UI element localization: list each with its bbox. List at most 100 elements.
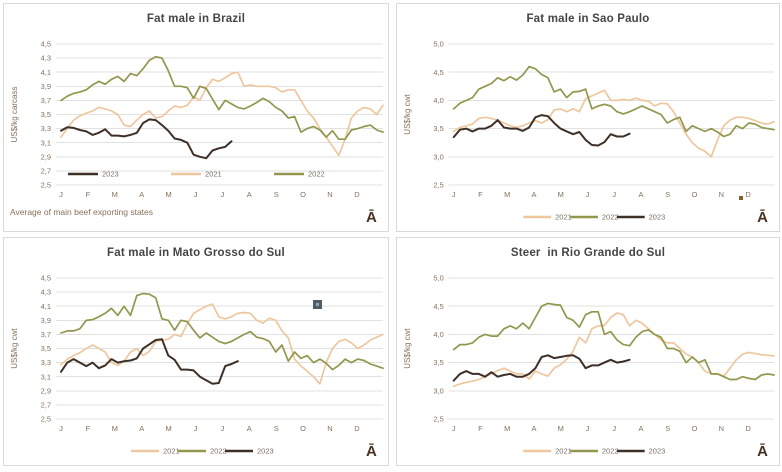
series-line-2021 — [60, 303, 384, 385]
y-tick-label: 3,3 — [41, 124, 51, 133]
series-line-2022 — [452, 65, 775, 138]
series-line-2022 — [60, 292, 384, 371]
y-tick-label: 3,5 — [433, 124, 443, 133]
x-tick-label: J — [221, 190, 225, 199]
legend-label-2021: 2021 — [555, 213, 572, 222]
x-tick-label: J — [452, 190, 456, 199]
y-tick-label: 3,5 — [41, 344, 51, 353]
x-tick-label: J — [221, 424, 225, 433]
series-line-2023 — [60, 338, 239, 385]
y-tick-label: 4,1 — [41, 302, 51, 311]
chart-panel-steer-rio-grande-do-sul: Steer in Rio Grande do Sul 2,5 3,0 3,5 4,0 4… — [396, 237, 780, 466]
x-tick-label: A — [531, 190, 536, 199]
series-line-2023 — [452, 114, 631, 147]
y-tick-label: 2,9 — [41, 386, 51, 395]
x-tick-label: J — [612, 424, 616, 433]
x-tick-label: O — [692, 424, 698, 433]
y-tick-label: 4,5 — [433, 302, 443, 311]
x-tick-label: S — [665, 424, 670, 433]
x-tick-label: O — [300, 424, 306, 433]
y-tick-label: 5,0 — [433, 40, 443, 49]
x-tick-label: M — [112, 190, 118, 199]
chart-title: Fat male in Brazil — [146, 13, 246, 25]
legend-label-2022: 2022 — [308, 170, 325, 179]
x-tick-label: J — [194, 190, 198, 199]
legend-label-2021: 2021 — [555, 447, 572, 456]
y-tick-label: 4,5 — [41, 40, 51, 49]
y-tick-label: 3,5 — [41, 110, 51, 119]
series-line-2022 — [60, 55, 384, 141]
legend-label-2021: 2021 — [163, 447, 180, 456]
y-tick-label: 2,7 — [41, 401, 51, 410]
y-axis-title: US$/kg cwt — [403, 328, 412, 369]
legend-label-2023: 2023 — [257, 447, 274, 456]
legend-label-2022: 2022 — [210, 447, 227, 456]
logo-glyph: Ā — [757, 443, 768, 460]
y-axis-title: US$/kg carcass — [10, 86, 19, 142]
y-tick-label: 4,1 — [41, 68, 51, 77]
legend-label-2023: 2023 — [649, 447, 666, 456]
x-tick-label: J — [586, 190, 590, 199]
x-tick-label: J — [59, 424, 63, 433]
y-tick-label: 3,1 — [41, 138, 51, 147]
logo-glyph: Ā — [757, 209, 768, 226]
x-tick-label: F — [478, 190, 483, 199]
y-tick-label: 2,5 — [41, 415, 51, 424]
x-tick-label: A — [247, 190, 252, 199]
x-tick-label: J — [59, 190, 63, 199]
series-line-2021 — [452, 89, 775, 158]
x-tick-label: A — [531, 424, 536, 433]
y-tick-label: 2,9 — [41, 152, 51, 161]
chart-title: Steer in Rio Grande do Sul — [510, 247, 666, 259]
legend-label-2022: 2022 — [602, 447, 619, 456]
line-chart-steer-rio-grande-do-sul: 2,5 3,0 3,5 4,0 4,5 5,0 US$/kg cwt J F M A M J J A S O N D… — [403, 274, 775, 460]
x-tick-label: M — [112, 424, 118, 433]
y-tick-label: 3,5 — [433, 358, 443, 367]
x-tick-label: S — [274, 424, 279, 433]
x-tick-label: A — [247, 424, 252, 433]
x-tick-label: A — [139, 424, 144, 433]
x-tick-label: O — [300, 190, 306, 199]
chart-title: Fat male in Mato Grosso do Sul — [107, 247, 285, 259]
x-tick-label: A — [639, 190, 644, 199]
x-tick-label: D — [354, 190, 360, 199]
x-tick-label: J — [452, 424, 456, 433]
x-tick-label: J — [586, 424, 590, 433]
y-tick-label: 3,0 — [433, 386, 443, 395]
x-tick-label: D — [745, 190, 751, 199]
stray-object-marker — [313, 300, 322, 309]
logo-glyph: Ā — [366, 209, 377, 226]
x-tick-label: M — [165, 424, 171, 433]
logo-glyph: Ā — [366, 443, 377, 460]
x-tick-label: M — [504, 424, 510, 433]
y-tick-label: 2,7 — [41, 167, 51, 176]
legend-label-2022: 2022 — [602, 213, 619, 222]
y-tick-label: 3,3 — [41, 358, 51, 367]
line-chart-fat-male-mato-grosso-do-sul: 2,5 2,7 2,9 3,1 3,3 3,5 3,7 3,9 4,1 4,3 4,5 US$/kg … — [10, 274, 384, 460]
legend-label-2023: 2023 — [102, 170, 119, 179]
y-tick-label: 3,9 — [41, 316, 51, 325]
y-axis-title: US$/kg cwt — [10, 328, 19, 369]
x-tick-label: N — [719, 424, 724, 433]
x-tick-label: M — [504, 190, 510, 199]
chart-footnote: Average of main beef exporting states — [10, 207, 153, 217]
x-tick-label: D — [354, 424, 360, 433]
x-tick-label: M — [558, 190, 564, 199]
x-tick-label: J — [194, 424, 198, 433]
x-tick-label: F — [86, 424, 91, 433]
y-tick-label: 3,7 — [41, 330, 51, 339]
y-tick-label: 3,7 — [41, 96, 51, 105]
series-line-2023 — [452, 354, 631, 382]
x-tick-label: F — [478, 424, 483, 433]
legend-label-2023: 2023 — [649, 213, 666, 222]
x-tick-label: N — [719, 190, 724, 199]
x-tick-label: J — [612, 190, 616, 199]
x-tick-label: F — [86, 190, 91, 199]
x-tick-label: A — [639, 424, 644, 433]
x-tick-label: M — [558, 424, 564, 433]
y-tick-label: 4,3 — [41, 288, 51, 297]
line-chart-fat-male-brazil: 2,5 2,7 2,9 3,1 3,3 3,5 3,7 3,9 4,1 4,3 4,5 US$/kg … — [10, 40, 384, 226]
series-line-2022 — [452, 302, 775, 381]
chart-title: Fat male in Sao Paulo — [526, 13, 650, 25]
stray-object-marker-inner — [316, 303, 319, 306]
